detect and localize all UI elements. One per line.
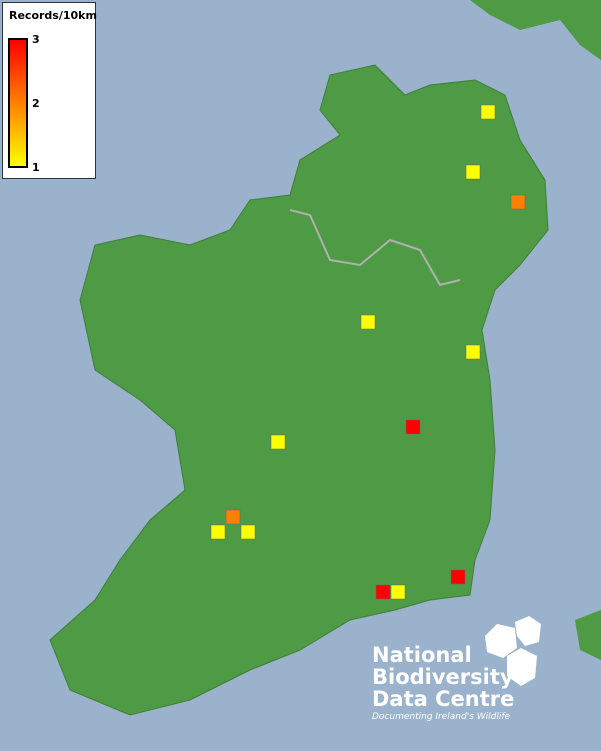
record-square-1[interactable] xyxy=(360,314,376,330)
legend-tick-3: 3 xyxy=(32,33,40,46)
record-square-1[interactable] xyxy=(480,104,496,120)
logo-hexagons-icon xyxy=(485,616,541,686)
legend-tick-1: 1 xyxy=(32,161,40,174)
legend-title: Records/10km xyxy=(9,9,97,22)
record-square-1[interactable] xyxy=(240,524,256,540)
record-square-2[interactable] xyxy=(225,509,241,525)
nbdc-logo: National Biodiversity Data Centre Docume… xyxy=(372,616,552,722)
legend: Records/10km 3 2 1 xyxy=(2,2,97,179)
record-square-3[interactable] xyxy=(375,584,391,600)
record-square-1[interactable] xyxy=(270,434,286,450)
scotland-landmass xyxy=(470,0,601,60)
logo-line3: Data Centre xyxy=(372,687,515,711)
record-square-2[interactable] xyxy=(510,194,526,210)
ireland-landmass xyxy=(49,64,549,716)
logo-tagline: Documenting Ireland's Wildlife xyxy=(372,712,511,722)
record-square-1[interactable] xyxy=(465,164,481,180)
record-square-1[interactable] xyxy=(465,344,481,360)
record-square-1[interactable] xyxy=(210,524,226,540)
logo-line1: National xyxy=(372,643,472,667)
logo-line2: Biodiversity xyxy=(372,665,514,689)
border-line xyxy=(289,209,461,287)
record-square-3[interactable] xyxy=(450,569,466,585)
wales-landmass xyxy=(575,610,601,660)
legend-color-bar xyxy=(8,38,28,168)
record-square-1[interactable] xyxy=(390,584,406,600)
legend-tick-2: 2 xyxy=(32,97,40,110)
record-square-3[interactable] xyxy=(405,419,421,435)
